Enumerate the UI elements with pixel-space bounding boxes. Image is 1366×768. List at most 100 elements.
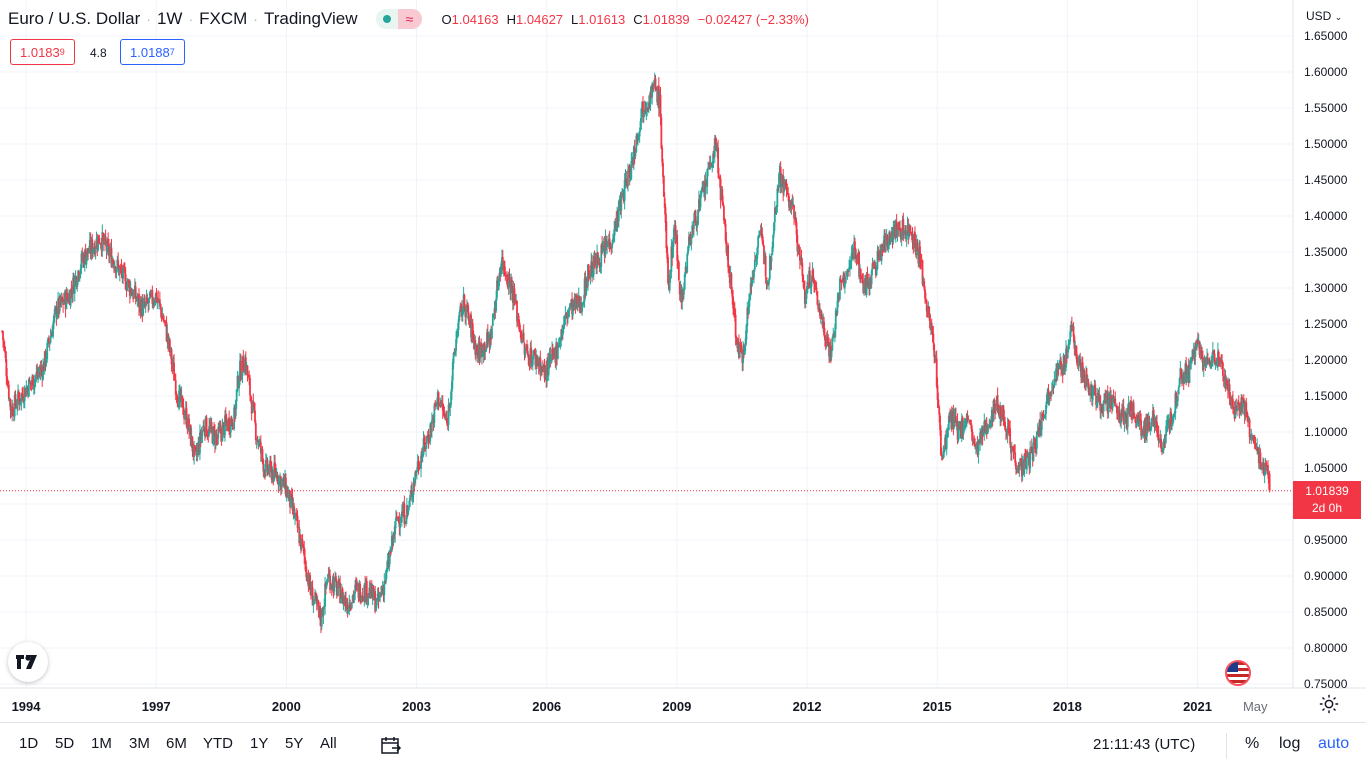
- candle-body: [191, 436, 194, 452]
- candle: [849, 260, 852, 270]
- sell-price-pip: 9: [59, 47, 65, 57]
- price-tick-label: 1.20000: [1304, 353, 1348, 367]
- candle-body: [754, 259, 757, 262]
- candle-body: [820, 311, 823, 320]
- percent-scale-toggle[interactable]: %: [1245, 735, 1260, 752]
- buy-button[interactable]: 1.0188 7: [120, 39, 185, 65]
- candle: [1202, 359, 1205, 377]
- candle: [937, 392, 940, 409]
- candle: [70, 280, 73, 299]
- candle-body: [1044, 413, 1047, 417]
- utc-clock[interactable]: 21:11:43 (UTC): [1093, 736, 1196, 753]
- candle-body: [718, 176, 721, 180]
- timeframe-1y-button[interactable]: 1Y: [250, 735, 269, 752]
- timeframe-ytd-button[interactable]: YTD: [203, 735, 233, 752]
- candle-body: [390, 536, 393, 552]
- timeframe-5y-button[interactable]: 5Y: [285, 735, 304, 752]
- candle-body: [692, 220, 695, 230]
- candle: [773, 221, 775, 238]
- candle: [104, 229, 107, 247]
- candle-body: [581, 304, 583, 312]
- candle-body: [1060, 361, 1062, 370]
- candle-body: [745, 325, 748, 340]
- candle-body: [854, 241, 856, 250]
- candle-body: [328, 574, 331, 576]
- candle-body: [683, 274, 686, 290]
- timeframe-all-button[interactable]: All: [320, 735, 337, 752]
- chevron-down-icon: ⌄: [1334, 12, 1343, 22]
- candle-body: [1185, 363, 1188, 383]
- price-axis[interactable]: 1.65000 1.60000 1.55000 1.50000 1.45000 1.400…: [1304, 29, 1348, 691]
- candle-body: [592, 273, 594, 277]
- candle: [1183, 371, 1186, 385]
- candle: [734, 308, 737, 346]
- market-status[interactable]: ≈: [375, 9, 422, 29]
- candle-body: [803, 288, 806, 304]
- candle-body: [889, 232, 891, 241]
- candle-body: [333, 577, 336, 592]
- log-scale-toggle[interactable]: log: [1279, 735, 1301, 752]
- candle-body: [1112, 396, 1115, 399]
- candle-body: [870, 270, 873, 285]
- candle: [73, 275, 76, 302]
- time-tick-label: 2015: [923, 699, 952, 714]
- candle-body: [945, 434, 948, 449]
- auto-scale-toggle[interactable]: auto: [1318, 735, 1350, 752]
- tradingview-logo-icon[interactable]: [8, 642, 48, 682]
- candle: [522, 324, 525, 343]
- date-range-icon[interactable]: [380, 736, 402, 756]
- candle: [266, 457, 269, 476]
- candle-body: [380, 592, 382, 595]
- candle: [925, 298, 928, 318]
- candle-body: [1136, 415, 1139, 419]
- candle-body: [699, 196, 702, 207]
- candle-body: [365, 580, 368, 602]
- candle-body: [1176, 395, 1179, 402]
- time-tick-label: 2009: [662, 699, 691, 714]
- candle-body: [1111, 395, 1114, 408]
- candle: [1166, 414, 1169, 432]
- candle-body: [1063, 354, 1066, 371]
- candle-body: [1186, 374, 1188, 382]
- us-flag-icon[interactable]: [1225, 660, 1251, 686]
- candle-body: [735, 337, 738, 340]
- timeframe-5d-button[interactable]: 5D: [55, 735, 75, 752]
- candle-body: [1048, 398, 1051, 404]
- candle-body: [459, 306, 462, 313]
- candle-body: [216, 438, 219, 440]
- candle-body: [531, 356, 534, 365]
- candle-body: [751, 278, 754, 285]
- candle-body: [256, 439, 259, 441]
- candle-body: [793, 204, 795, 219]
- currency-selector[interactable]: USD ⌄: [1306, 9, 1342, 23]
- sell-button[interactable]: 1.0183 9: [10, 39, 75, 65]
- time-axis[interactable]: 1994 1997 2000 2003 2006 2009 2012 2015 2018 2021…: [12, 699, 1268, 714]
- candle: [47, 335, 50, 348]
- gear-icon[interactable]: [1318, 693, 1340, 715]
- timeframe-1m-button[interactable]: 1M: [91, 735, 112, 752]
- candle-body: [1262, 462, 1265, 476]
- candle: [367, 592, 370, 606]
- candle: [1050, 382, 1053, 397]
- candle-body: [42, 364, 44, 380]
- candle-body: [65, 291, 68, 309]
- candle-body: [468, 320, 471, 323]
- candle-body: [562, 324, 565, 328]
- timeframe-1d-button[interactable]: 1D: [19, 735, 39, 752]
- candle-body: [778, 173, 780, 188]
- timeframe-6m-button[interactable]: 6M: [166, 735, 187, 752]
- candle-body: [794, 217, 797, 224]
- candle-body: [1122, 406, 1125, 424]
- timeframe-3m-button[interactable]: 3M: [129, 735, 150, 752]
- interval-label[interactable]: 1W: [156, 9, 183, 28]
- candle-body: [850, 253, 853, 262]
- candle-body: [1091, 387, 1094, 401]
- candle-body: [451, 362, 454, 381]
- candle-body: [385, 570, 387, 582]
- candle-body: [1092, 388, 1095, 390]
- symbol-title[interactable]: Euro / U.S. Dollar: [8, 9, 141, 28]
- candle: [1094, 380, 1097, 397]
- candle: [587, 263, 590, 282]
- candle-body: [1152, 409, 1155, 426]
